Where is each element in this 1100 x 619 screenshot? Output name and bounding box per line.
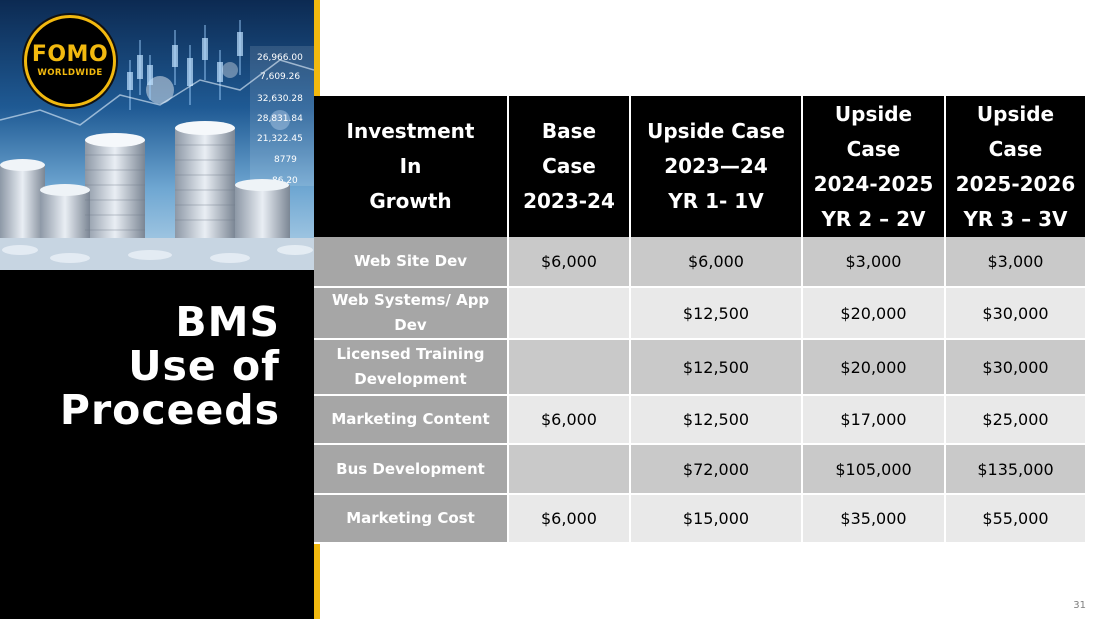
table-cell bbox=[508, 287, 631, 340]
table-row: Web Site Dev $6,000 $6,000 $3,000 $3,000 bbox=[314, 237, 1085, 288]
row-label: Web Site Dev bbox=[314, 237, 509, 288]
header-investment-in-growth: Investment In Growth bbox=[314, 96, 509, 237]
header-base-case: Base Case 2023-24 bbox=[508, 96, 631, 237]
finance-coins-illustration: 26,966.00 7,609.26 32,630.28 28,831.84 2… bbox=[0, 20, 314, 270]
use-of-proceeds-table: Investment In Growth Base Case 2023-24 Upsid… bbox=[314, 96, 1085, 544]
row-label: Licensed Training Development bbox=[314, 339, 509, 396]
header-upside-case-yr3: Upside Case 2025-2026 YR 3 – 3V bbox=[945, 96, 1085, 237]
table-row: Marketing Cost $6,000 $15,000 $35,000 $5… bbox=[314, 494, 1085, 544]
table-cell: $12,500 bbox=[630, 287, 803, 340]
table-cell: $12,500 bbox=[630, 395, 803, 445]
hero-image: 26,966.00 7,609.26 32,630.28 28,831.84 2… bbox=[0, 0, 314, 270]
page-title: BMS Use of Proceeds bbox=[10, 300, 280, 432]
table-row: Marketing Content $6,000 $12,500 $17,000… bbox=[314, 395, 1085, 445]
title-line: Use of bbox=[128, 342, 280, 390]
table-cell: $105,000 bbox=[802, 444, 946, 495]
ticker-value: 32,630.28 bbox=[257, 94, 303, 104]
table-cell: $25,000 bbox=[945, 395, 1085, 445]
header-upside-case-yr2: Upside Case 2024-2025 YR 2 – 2V bbox=[802, 96, 946, 237]
title-line: Proceeds bbox=[59, 386, 280, 434]
table-cell: $30,000 bbox=[945, 287, 1085, 340]
page-number: 31 bbox=[1073, 600, 1086, 611]
row-label: Web Systems/ App Dev bbox=[314, 287, 509, 340]
row-label: Marketing Content bbox=[314, 395, 509, 445]
row-label: Marketing Cost bbox=[314, 494, 509, 544]
table-cell: $135,000 bbox=[945, 444, 1085, 495]
ticker-value: 7,609.26 bbox=[260, 72, 300, 82]
ticker-value: 28,831.84 bbox=[257, 114, 303, 124]
table-cell: $3,000 bbox=[802, 237, 946, 288]
table-cell bbox=[508, 339, 631, 396]
table-header-row: Investment In Growth Base Case 2023-24 Upsid… bbox=[314, 96, 1085, 237]
title-line: BMS bbox=[175, 298, 280, 346]
table-row: Licensed Training Development $12,500 $20… bbox=[314, 339, 1085, 396]
logo-subtext: WORLDWIDE bbox=[37, 68, 103, 78]
table-cell: $72,000 bbox=[630, 444, 803, 495]
table-cell: $6,000 bbox=[508, 494, 631, 544]
table-cell: $20,000 bbox=[802, 287, 946, 340]
table-cell bbox=[508, 444, 631, 495]
table-cell: $6,000 bbox=[630, 237, 803, 288]
table-row: Bus Development $72,000 $105,000 $135,00… bbox=[314, 444, 1085, 495]
table-cell: $30,000 bbox=[945, 339, 1085, 396]
ticker-value: 21,322.45 bbox=[257, 134, 303, 144]
table-cell: $12,500 bbox=[630, 339, 803, 396]
fomo-worldwide-logo: FOMO WORLDWIDE bbox=[24, 15, 116, 107]
table-cell: $6,000 bbox=[508, 237, 631, 288]
ticker-value: 86.20 bbox=[272, 176, 298, 186]
ticker-value: 8779 bbox=[274, 155, 297, 165]
table-cell: $15,000 bbox=[630, 494, 803, 544]
table-cell: $20,000 bbox=[802, 339, 946, 396]
logo-text: FOMO bbox=[31, 42, 109, 67]
table-row: Web Systems/ App Dev $12,500 $20,000 $30,… bbox=[314, 287, 1085, 340]
table-cell: $3,000 bbox=[945, 237, 1085, 288]
table-cell: $35,000 bbox=[802, 494, 946, 544]
table-cell: $6,000 bbox=[508, 395, 631, 445]
table-cell: $55,000 bbox=[945, 494, 1085, 544]
row-label: Bus Development bbox=[314, 444, 509, 495]
header-upside-case-yr1: Upside Case 2023—24 YR 1- 1V bbox=[630, 96, 803, 237]
ticker-value: 26,966.00 bbox=[257, 53, 303, 63]
table-cell: $17,000 bbox=[802, 395, 946, 445]
